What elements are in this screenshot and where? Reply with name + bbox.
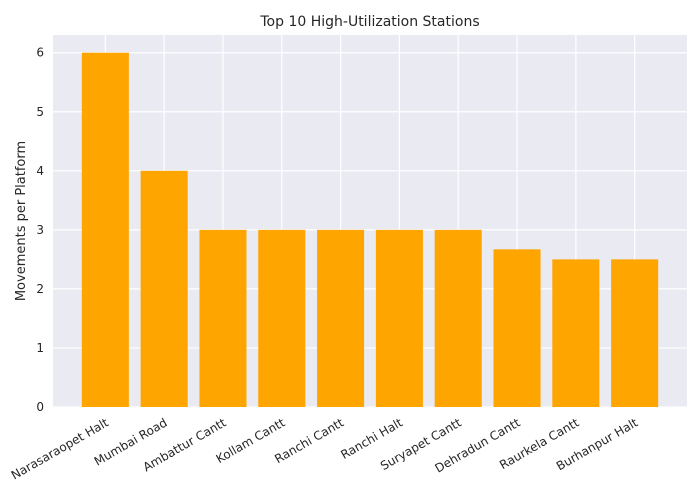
bar-ambattur-cantt xyxy=(199,229,247,407)
y-tick-label: 5 xyxy=(36,105,44,119)
y-tick-label: 6 xyxy=(36,46,44,60)
bar-mumbai-road xyxy=(140,170,188,407)
bar-raurkela-cantt xyxy=(552,259,600,407)
bar-ranchi-halt xyxy=(375,229,423,407)
bar-dehradun-cantt xyxy=(493,249,541,407)
bar-suryapet-cantt xyxy=(434,229,482,407)
bar-narasaraopet-halt xyxy=(81,52,129,407)
chart-title: Top 10 High-Utilization Stations xyxy=(259,14,479,30)
y-axis-ticks: 0 1 2 3 4 5 6 xyxy=(36,46,44,414)
y-tick-label: 2 xyxy=(36,282,44,296)
y-tick-label: 4 xyxy=(36,164,44,178)
bar-kollam-cantt xyxy=(258,229,306,407)
bar-burhanpur-halt xyxy=(611,259,659,407)
y-tick-label: 1 xyxy=(36,341,44,355)
y-tick-label: 0 xyxy=(36,400,44,414)
x-tick-label: Narasaraopet Halt xyxy=(9,415,111,482)
y-tick-label: 3 xyxy=(36,223,44,237)
y-axis-label: Movements per Platform xyxy=(14,141,29,301)
bars xyxy=(81,52,659,407)
bar-ranchi-cantt xyxy=(317,229,365,407)
